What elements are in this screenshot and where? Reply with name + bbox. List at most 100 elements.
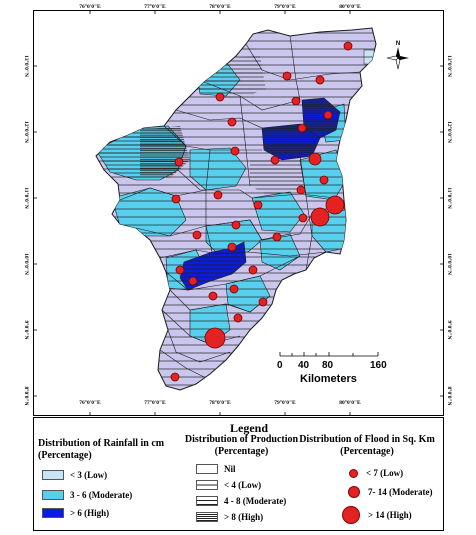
flood-circle (319, 175, 329, 185)
production-nil-swatch (196, 464, 218, 474)
flood-circle (248, 265, 258, 275)
scale-bar (279, 352, 379, 357)
flood-item-label: < 7 (Low) (366, 468, 404, 478)
production-hatch (96, 28, 376, 390)
scale-tick-label: 160 (370, 360, 387, 371)
flood-medium-circle (348, 486, 360, 498)
rainfall-high-swatch (42, 508, 64, 518)
production-low-swatch (196, 480, 218, 490)
flood-circle (192, 230, 202, 240)
lat-label-left: 10°0'0"N (23, 253, 30, 275)
lon-label-bottom: 80°0'0"E (339, 399, 361, 406)
flood-legend-item: 7- 14 (Moderate) (346, 486, 432, 498)
flood-item-label: 7- 14 (Moderate) (368, 487, 433, 497)
production-legend-item: > 8 (High) (196, 512, 263, 522)
flood-circle (296, 185, 306, 195)
flood-circle (231, 220, 241, 230)
flood-small-circle (349, 468, 358, 478)
flood-circle (310, 207, 330, 227)
flood-circle (272, 232, 282, 242)
left-latitude-labels: 13°0'0"N 12°0'0"N 11°0'0"N 10°0'0"N 9°0'… (23, 55, 30, 405)
flood-circle (233, 313, 243, 323)
flood-circle (258, 297, 268, 307)
lat-label-right: 10°0'0"N (446, 253, 453, 275)
rainfall-item-label: > 6 (High) (70, 508, 110, 518)
lon-label-top: 78°0'0"E (209, 3, 231, 10)
lon-label-top: 76°0'0"E (79, 3, 101, 10)
flood-item-label: > 14 (High) (368, 510, 412, 520)
state-map (95, 27, 377, 391)
production-moderate-swatch (196, 496, 218, 506)
production-heading: Distribution of Production (Percentage) (184, 434, 299, 457)
lon-label-top: 77°0'0"E (144, 3, 166, 10)
production-item-label: Nil (224, 464, 236, 474)
flood-circle (323, 110, 333, 120)
production-high-swatch (196, 512, 218, 522)
flood-circle (270, 155, 280, 165)
rainfall-item-label: 3 - 6 (Moderate) (70, 490, 133, 500)
lat-label-left: 12°0'0"N (23, 121, 30, 143)
flood-circle (227, 117, 237, 127)
lat-label-left: 13°0'0"N (23, 55, 30, 77)
lon-label-bottom: 78°0'0"E (209, 399, 231, 406)
rainfall-item-label: < 3 (Low) (70, 470, 108, 480)
flood-circle (315, 75, 325, 85)
compass-label: N (396, 41, 400, 47)
flood-circle (174, 157, 184, 167)
flood-circle (215, 92, 225, 102)
production-item-label: > 8 (High) (224, 512, 264, 522)
flood-legend-item: > 14 (High) (342, 506, 412, 524)
rainfall-legend-item: < 3 (Low) (42, 470, 107, 480)
rainfall-legend-item: 3 - 6 (Moderate) (42, 490, 132, 500)
compass-icon: N (386, 41, 409, 70)
scale-tick-label: 80 (322, 360, 334, 371)
flood-circle (343, 41, 353, 51)
production-legend-item: Nil (196, 464, 236, 474)
flood-circle (175, 265, 185, 275)
lat-label-right: 13°0'0"N (446, 55, 453, 77)
scale-unit-label: Kilometers (300, 373, 357, 385)
lat-label-left: 11°0'0"N (23, 187, 30, 208)
lat-label-right: 11°0'0"N (446, 187, 453, 208)
right-latitude-labels: 13°0'0"N 12°0'0"N 11°0'0"N 10°0'0"N 9°0'… (446, 55, 453, 405)
rainfall-low-swatch (42, 470, 64, 480)
flood-circle (230, 146, 240, 156)
legend-title: Legend (230, 421, 269, 435)
lat-label-left: 9°0'0"N (23, 320, 30, 339)
flood-circle (170, 372, 180, 382)
graticule-ticks (33, 10, 444, 416)
flood-large-circle (342, 506, 360, 524)
flood-legend-item: < 7 (Low) (346, 468, 403, 478)
lat-label-right: 9°0'0"N (446, 320, 453, 339)
scale-tick-label: 0 (277, 360, 283, 371)
lon-label-bottom: 77°0'0"E (144, 399, 166, 406)
flood-circle (297, 123, 307, 133)
legend-panel: Legend Distribution of Rainfall in cm (P… (33, 417, 444, 531)
lat-label-right: 12°0'0"N (446, 121, 453, 143)
flood-circle (204, 327, 226, 349)
production-item-label: < 4 (Low) (224, 480, 262, 490)
flood-circle (208, 291, 218, 301)
flood-circle (325, 195, 345, 215)
lon-label-bottom: 79°0'0"E (274, 399, 296, 406)
flood-circle (227, 242, 237, 252)
bottom-longitude-labels: 76°0'0"E 77°0'0"E 78°0'0"E 79°0'0"E 80°0… (79, 399, 361, 406)
flood-heading: Distribution of Flood in Sq. Km (Percent… (299, 434, 435, 457)
scale-tick-label: 40 (298, 360, 310, 371)
flood-circles (170, 41, 353, 382)
production-legend-item: < 4 (Low) (196, 480, 261, 490)
flood-circle (229, 284, 239, 294)
lon-label-top: 79°0'0"E (274, 3, 296, 10)
lon-label-bottom: 76°0'0"E (79, 399, 101, 406)
production-legend-item: 4 - 8 (Moderate) (196, 496, 286, 506)
flood-circle (171, 194, 181, 204)
flood-circle (213, 190, 223, 200)
top-longitude-labels: 76°0'0"E 77°0'0"E 78°0'0"E 79°0'0"E 80°0… (79, 3, 361, 10)
lat-label-right: 8°0'0"N (446, 386, 453, 405)
rainfall-legend-item: > 6 (High) (42, 508, 109, 518)
lat-label-left: 8°0'0"N (23, 386, 30, 405)
rainfall-heading: Distribution of Rainfall in cm (Percenta… (38, 438, 165, 461)
flood-circle (253, 200, 263, 210)
flood-circle (282, 71, 292, 81)
